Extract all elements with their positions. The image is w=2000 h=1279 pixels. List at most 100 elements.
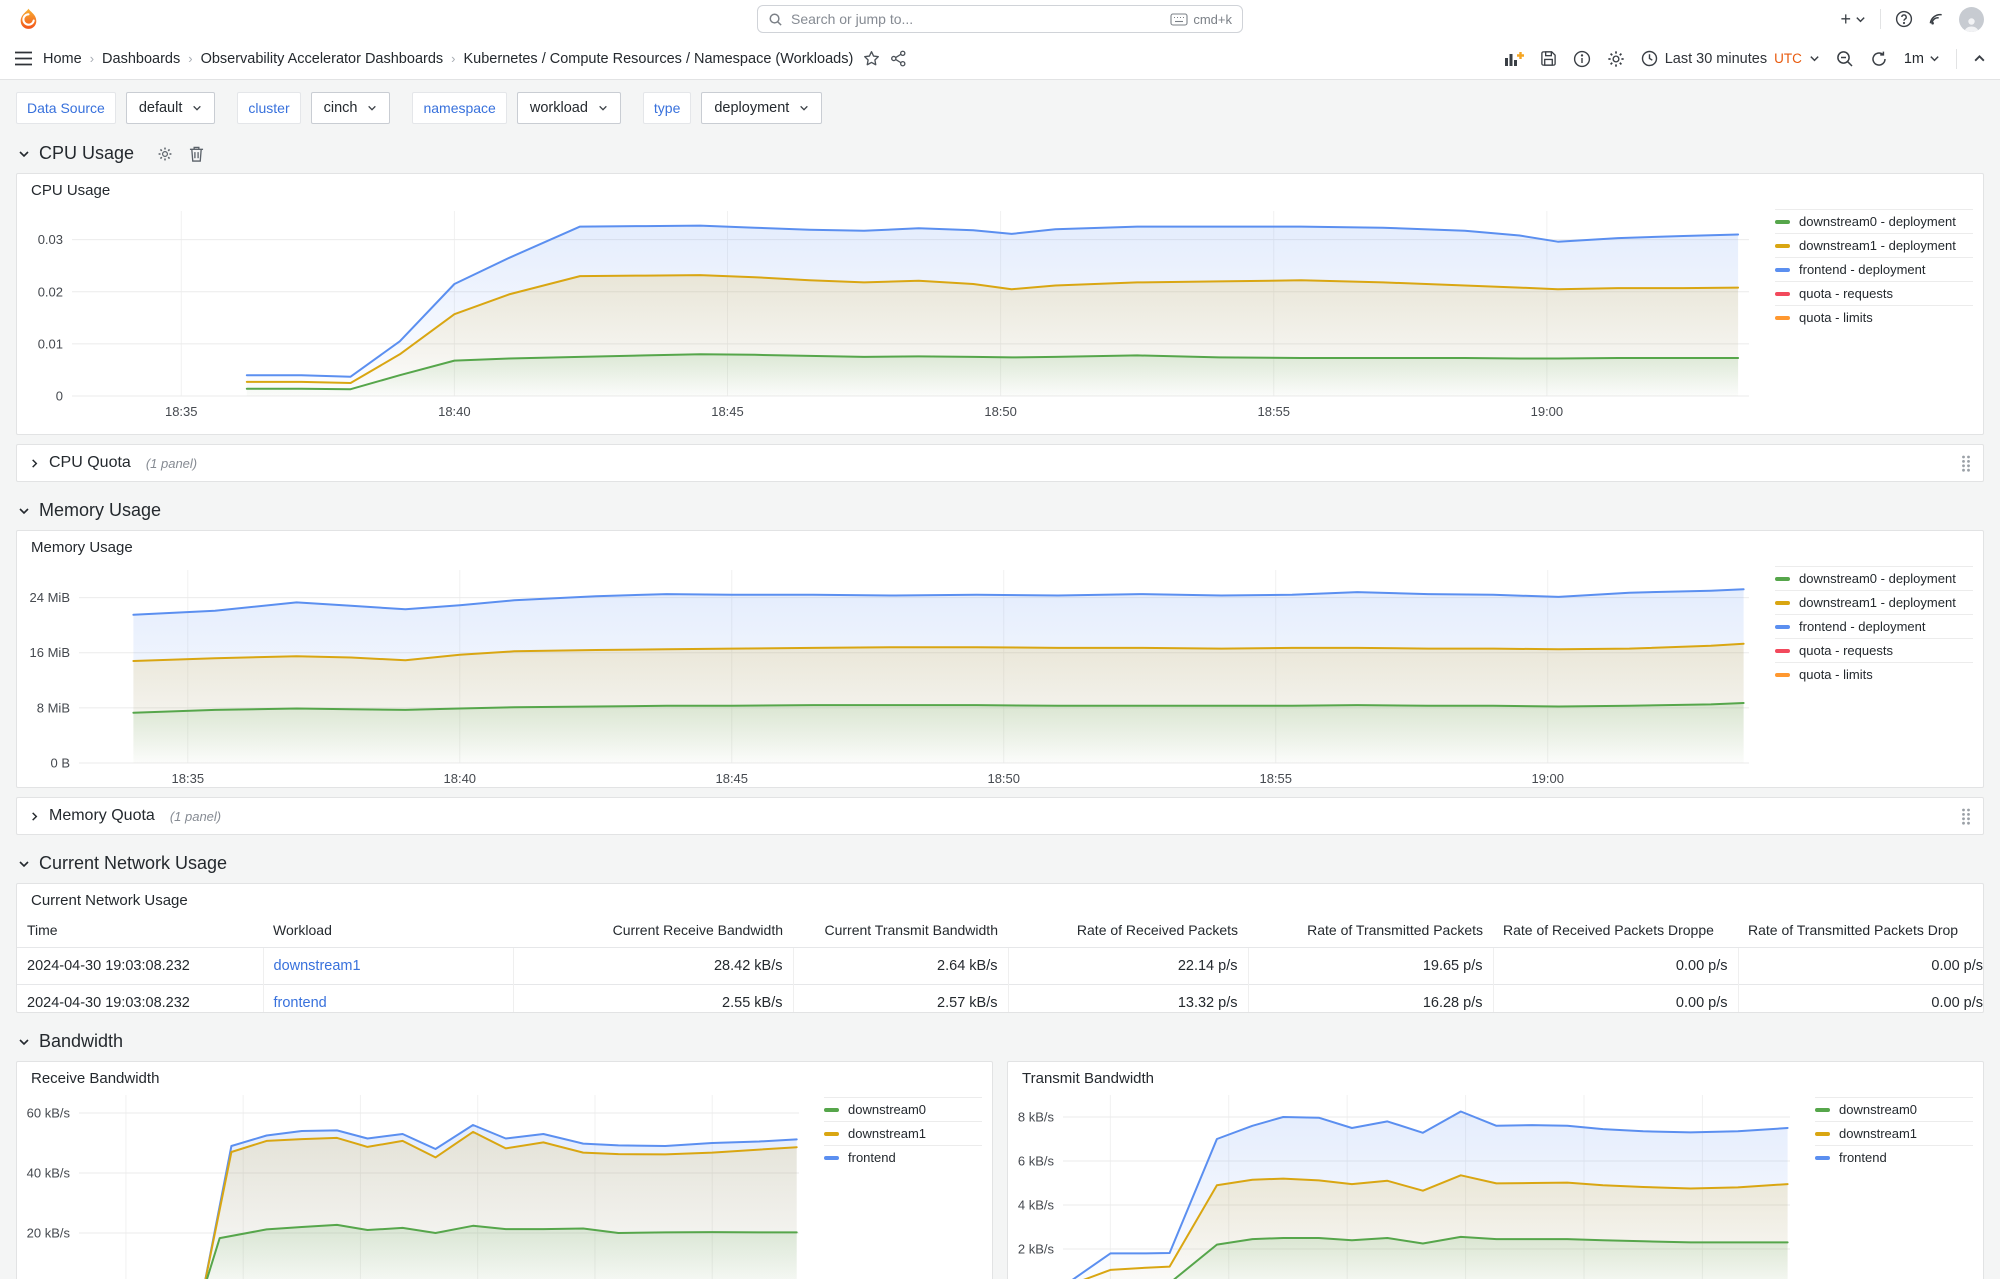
legend-item[interactable]: frontend	[824, 1145, 982, 1169]
variable-label: Data Source	[16, 92, 116, 124]
save-icon[interactable]	[1540, 50, 1557, 67]
bandwidth-row: Receive Bandwidth 18:3518:4018:4518:5018…	[16, 1061, 1984, 1279]
table-body: 2024-04-30 19:03:08.232 downstream1 28.42 …	[17, 947, 1983, 1012]
legend-item[interactable]: downstream1	[824, 1121, 982, 1145]
panel-title[interactable]: Current Network Usage	[31, 892, 188, 909]
clock-icon	[1641, 50, 1658, 67]
refresh-icon[interactable]	[1870, 50, 1888, 68]
section-bandwidth[interactable]: Bandwidth	[16, 1022, 1984, 1061]
chevron-down-icon	[1855, 14, 1866, 25]
legend-swatch	[1775, 267, 1790, 272]
top-nav: Search or jump to... cmd+k +	[0, 0, 2000, 38]
search-input[interactable]: Search or jump to... cmd+k	[757, 5, 1243, 33]
chevron-down-icon	[18, 505, 30, 517]
legend-item[interactable]: quota - limits	[1775, 662, 1973, 686]
panel-receive-bandwidth: Receive Bandwidth 18:3518:4018:4518:5018…	[16, 1061, 993, 1279]
table-header[interactable]: Rate of Received Packets Droppe	[1503, 922, 1714, 938]
time-range-label: Last 30 minutes	[1664, 50, 1768, 67]
section-title: CPU Usage	[39, 143, 135, 163]
table-header[interactable]: Rate of Transmitted Packets	[1307, 922, 1483, 938]
legend-item[interactable]: frontend - deployment	[1775, 257, 1973, 281]
table-cell: 2.55 kB/s	[512, 984, 793, 1012]
workload-link[interactable]: frontend	[262, 984, 513, 1012]
legend-label: downstream1	[848, 1126, 927, 1141]
legend-item[interactable]: frontend - deployment	[1775, 614, 1973, 638]
panel-title[interactable]: Receive Bandwidth	[31, 1070, 160, 1087]
legend-item[interactable]: downstream0 - deployment	[1775, 566, 1973, 590]
legend-item[interactable]: downstream1 - deployment	[1775, 233, 1973, 257]
grafana-logo[interactable]	[16, 7, 41, 32]
panel-title[interactable]: CPU Usage	[31, 182, 111, 199]
table-header[interactable]: Time	[27, 922, 58, 938]
legend-item[interactable]: quota - requests	[1775, 281, 1973, 305]
toolbar-divider	[1956, 48, 1957, 69]
drag-handle-icon[interactable]	[1961, 455, 1971, 472]
table-header[interactable]: Workload	[273, 922, 332, 938]
legend-item[interactable]: quota - requests	[1775, 638, 1973, 662]
news-icon[interactable]	[1927, 10, 1945, 28]
table-header[interactable]: Rate of Received Packets	[1076, 922, 1238, 938]
breadcrumb-separator: ›	[188, 51, 193, 66]
table-header[interactable]: Current Receive Bandwidth	[612, 922, 783, 938]
table-cell: 0.00 p/s	[1737, 947, 1983, 985]
add-menu-button[interactable]: +	[1840, 9, 1866, 30]
legend-label: frontend - deployment	[1799, 262, 1926, 277]
table-header[interactable]: Current Transmit Bandwidth	[824, 922, 998, 938]
table-header[interactable]: Rate of Transmitted Packets Drop	[1748, 922, 1959, 938]
chevron-down-icon	[18, 148, 30, 160]
panel-transmit-bandwidth: Transmit Bandwidth 18:3518:4018:4518:501…	[1007, 1061, 1984, 1279]
section-memory-quota[interactable]: Memory Quota (1 panel)	[16, 797, 1984, 835]
breadcrumb-item[interactable]: Dashboards	[102, 50, 181, 67]
breadcrumb-separator: ›	[451, 51, 456, 66]
legend-item[interactable]: downstream0 - deployment	[1775, 209, 1973, 233]
variable-value-dropdown[interactable]: default	[125, 92, 216, 124]
zoom-out-icon[interactable]	[1836, 50, 1854, 68]
breadcrumb-item[interactable]: Home	[43, 50, 82, 67]
variable-value-dropdown[interactable]: deployment	[701, 92, 823, 124]
section-network-usage[interactable]: Current Network Usage	[16, 844, 1984, 883]
time-range-picker[interactable]: Last 30 minutes UTC	[1641, 50, 1820, 67]
row-settings-icon[interactable]	[157, 146, 173, 162]
user-avatar[interactable]	[1959, 6, 1984, 32]
breadcrumb-item[interactable]: Kubernetes / Compute Resources / Namespa…	[463, 50, 854, 67]
section-memory-usage[interactable]: Memory Usage	[16, 491, 1984, 530]
panel-count: (1 panel)	[169, 808, 222, 824]
star-icon[interactable]	[863, 50, 880, 67]
legend-item[interactable]: downstream0	[1815, 1097, 1973, 1121]
help-icon[interactable]	[1895, 10, 1913, 28]
row-delete-icon[interactable]	[189, 146, 204, 162]
legend-item[interactable]: downstream0	[824, 1097, 982, 1121]
workload-link[interactable]: downstream1	[262, 947, 513, 985]
share-icon[interactable]	[890, 50, 907, 67]
cpu-usage-chart[interactable]: 18:35 18:40 18:45 18:50 18:55 19:00 0 0.01 0.02 0…	[17, 199, 1775, 429]
panel-title[interactable]: Memory Usage	[31, 539, 133, 556]
insights-icon[interactable]	[1573, 50, 1591, 68]
settings-icon[interactable]	[1607, 50, 1625, 68]
refresh-interval-picker[interactable]: 1m	[1904, 51, 1940, 67]
breadcrumb-item[interactable]: Observability Accelerator Dashboards	[200, 50, 444, 67]
section-cpu-quota[interactable]: CPU Quota (1 panel)	[16, 444, 1984, 482]
drag-handle-icon[interactable]	[1961, 808, 1971, 825]
add-panel-icon[interactable]	[1504, 50, 1524, 68]
kiosk-collapse-icon[interactable]	[1973, 52, 1986, 65]
legend-swatch	[1775, 624, 1790, 629]
panel-title[interactable]: Transmit Bandwidth	[1022, 1070, 1154, 1087]
legend-label: downstream1	[1839, 1126, 1918, 1141]
chevron-down-icon	[1809, 53, 1820, 64]
svg-text:18:35: 18:35	[172, 771, 205, 786]
legend-item[interactable]: frontend	[1815, 1145, 1973, 1169]
section-cpu-usage[interactable]: CPU Usage	[16, 134, 1984, 173]
svg-text:0 B: 0 B	[50, 756, 70, 771]
menu-icon[interactable]	[14, 51, 33, 66]
legend-item[interactable]: downstream1	[1815, 1121, 1973, 1145]
variable-value-dropdown[interactable]: cinch	[310, 92, 391, 124]
memory-usage-chart[interactable]: 18:35 18:40 18:45 18:50 18:55 19:00 0 B 8 MiB 16…	[17, 556, 1775, 787]
legend-item[interactable]: downstream1 - deployment	[1775, 590, 1973, 614]
breadcrumb-separator: ›	[89, 51, 95, 66]
variable-value-dropdown[interactable]: workload	[516, 92, 621, 124]
legend-item[interactable]: quota - limits	[1775, 305, 1973, 329]
breadcrumb: Home › Dashboards › Observability Accelerato…	[43, 51, 853, 67]
chevron-down-icon	[598, 103, 608, 113]
